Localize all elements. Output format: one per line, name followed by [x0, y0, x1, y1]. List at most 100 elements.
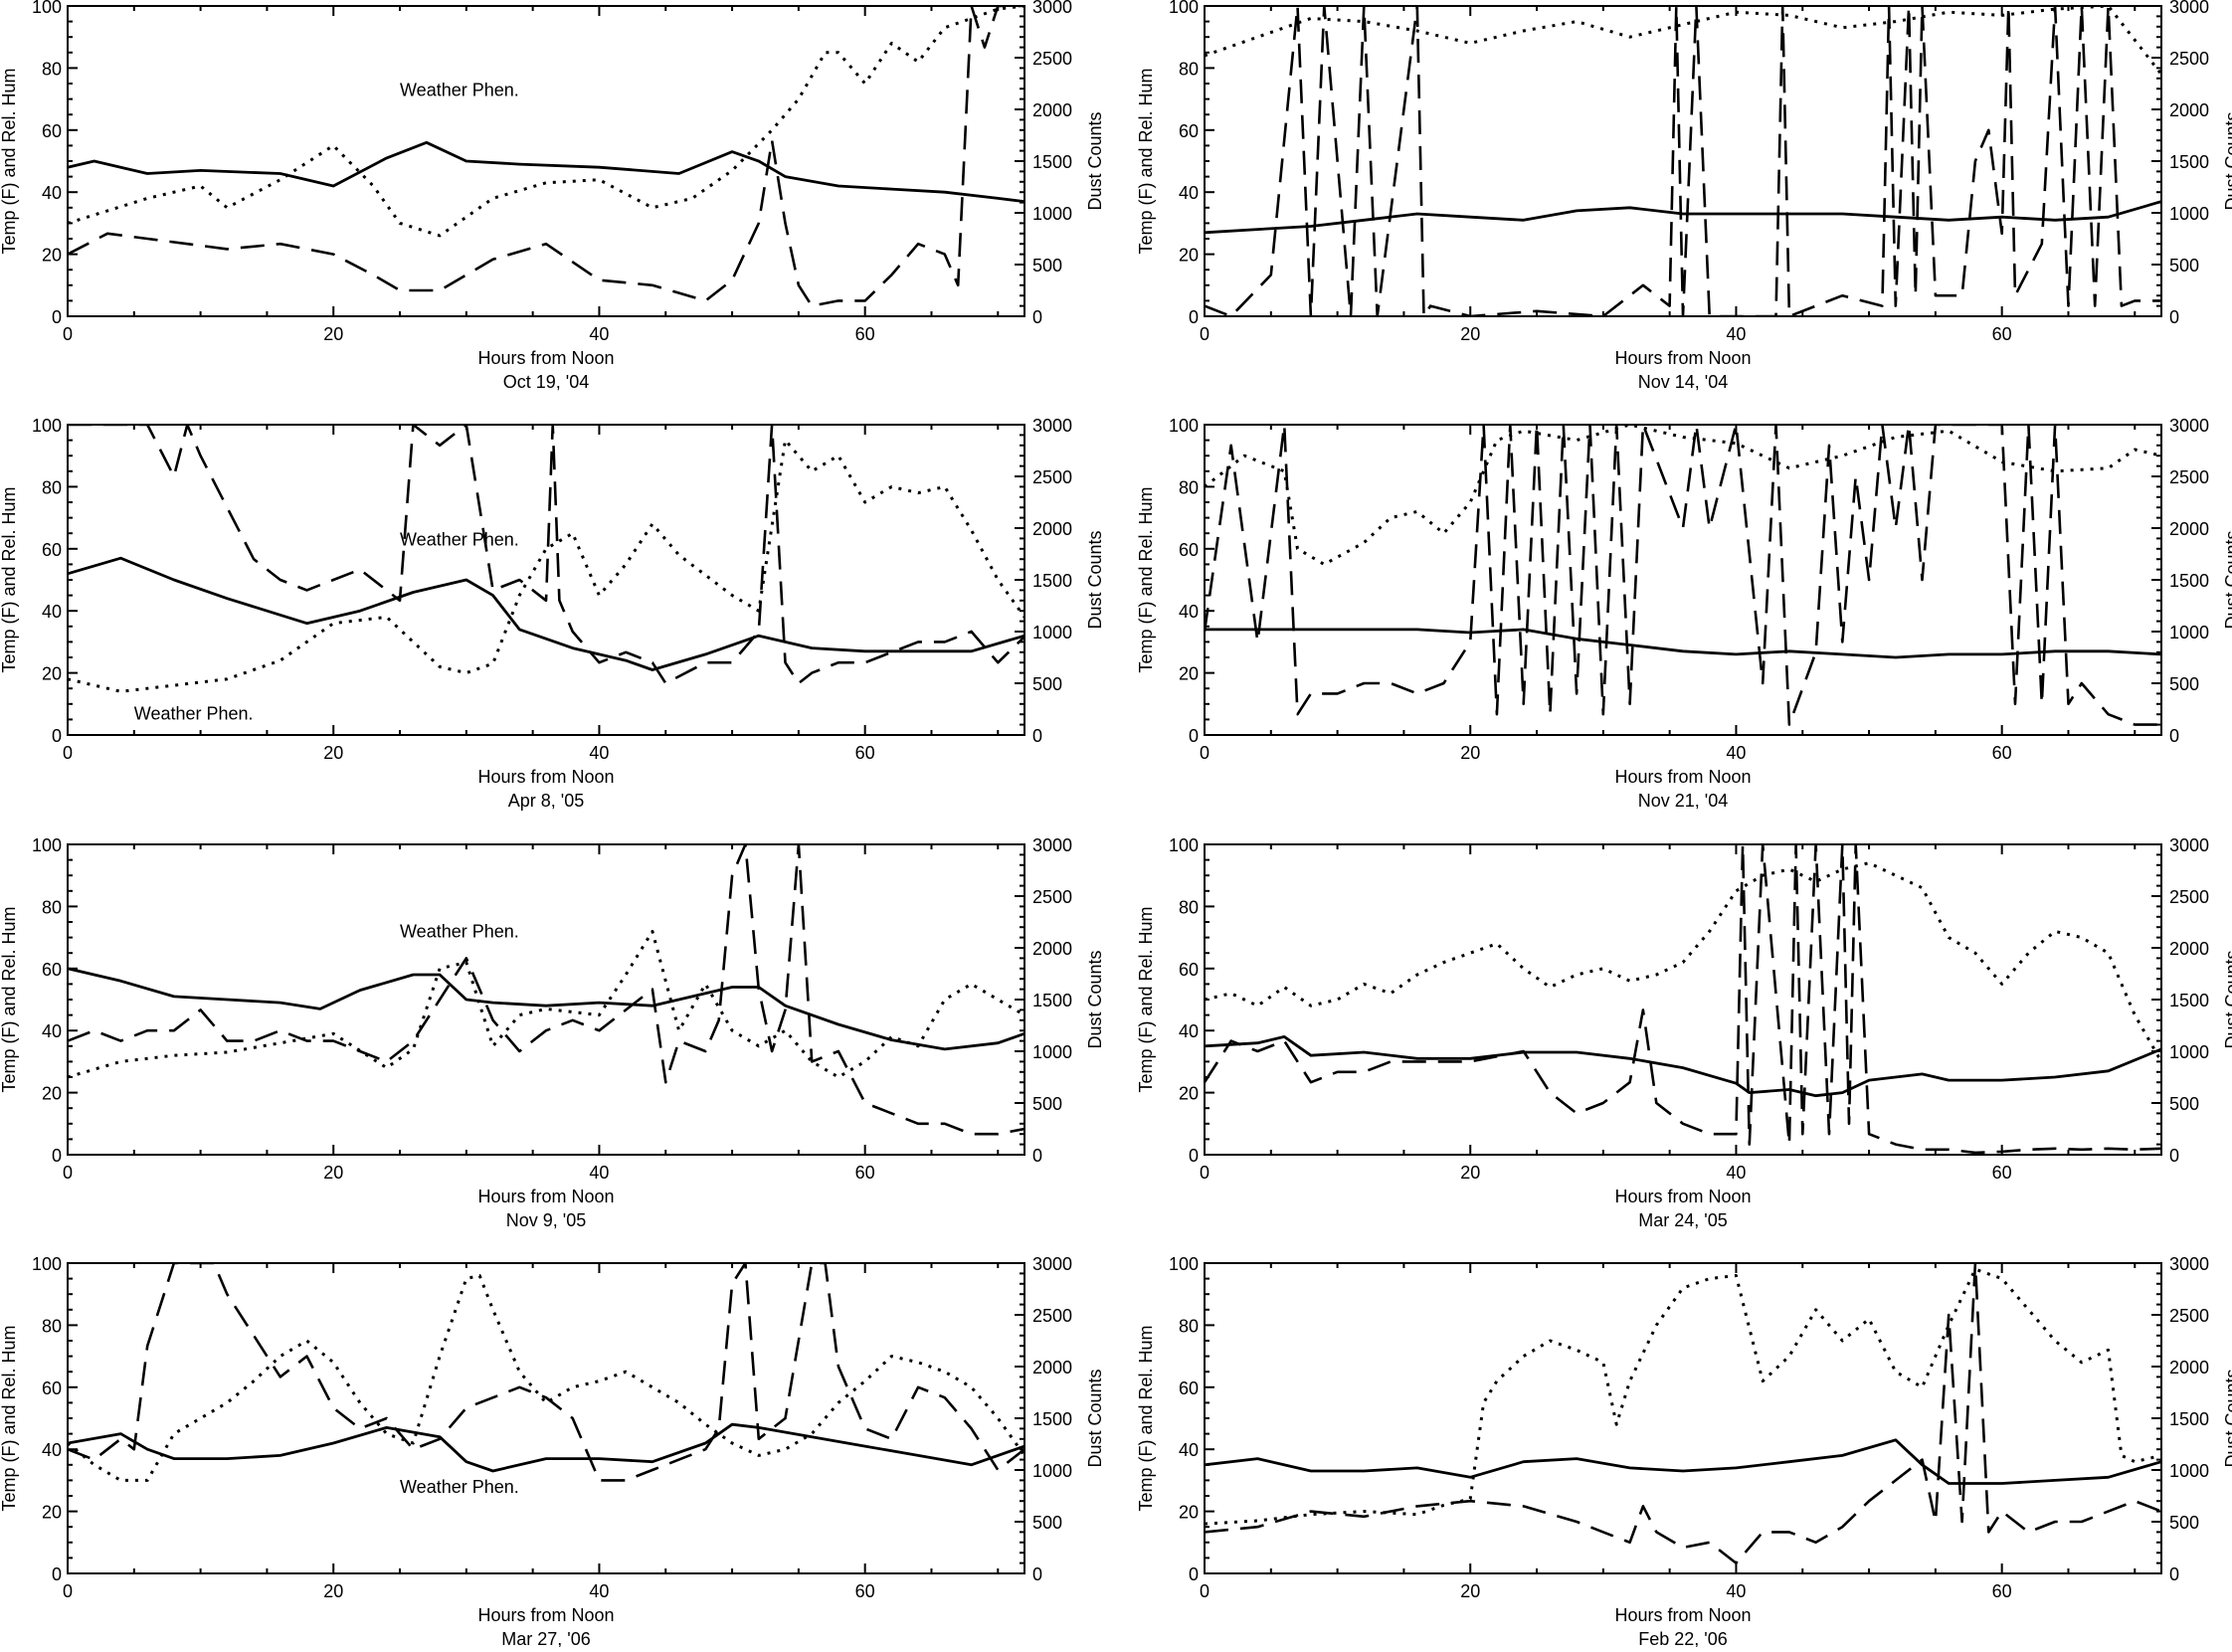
- y-left-tick-label: 0: [1189, 1564, 1199, 1584]
- y-left-tick-label: 80: [1179, 1316, 1199, 1336]
- y-right-tick-label: 1500: [2169, 991, 2209, 1010]
- y-right-tick-label: 2000: [2169, 100, 2209, 120]
- y-right-tick-label: 1500: [2169, 1409, 2209, 1429]
- y-left-tick-label: 80: [1179, 59, 1199, 79]
- x-tick-label: 60: [855, 743, 875, 763]
- y-right-tick-label: 2000: [2169, 1358, 2209, 1377]
- y-right-axis-label: Dust Counts: [1085, 1369, 1105, 1467]
- x-tick-label: 20: [1460, 324, 1480, 344]
- y-right-tick-label: 2500: [2169, 887, 2209, 907]
- x-tick-label: 40: [1726, 1581, 1746, 1601]
- x-tick-label: 40: [589, 324, 609, 344]
- series-relative-humidity-line: [68, 5, 1024, 238]
- y-right-tick-label: 2500: [2169, 49, 2209, 69]
- series-temperature-line: [1205, 200, 2161, 235]
- y-right-tick-label: 0: [1032, 1564, 1042, 1584]
- plot-frame: [67, 1262, 1025, 1574]
- y-left-axis-label: Temp (F) and Rel. Hum: [1136, 68, 1156, 254]
- y-left-tick-label: 0: [1189, 307, 1199, 327]
- y-right-tick-label: 1500: [1032, 152, 1072, 172]
- y-right-tick-label: 2000: [1032, 939, 1072, 959]
- x-tick-label: 40: [1726, 743, 1746, 763]
- y-left-tick-label: 20: [42, 1084, 62, 1104]
- x-tick-label: 0: [1200, 1581, 1209, 1601]
- y-right-tick-label: 0: [2169, 726, 2179, 746]
- y-left-tick-label: 20: [1179, 246, 1199, 266]
- series-temperature-line: [1205, 1438, 2161, 1485]
- y-right-tick-label: 1500: [1032, 1409, 1072, 1429]
- chart-panel: 0 20 40 60020406080100050010001500200025003…: [1136, 416, 2232, 811]
- x-tick-label: 20: [323, 324, 343, 344]
- y-left-tick-label: 80: [42, 477, 62, 497]
- panel-date-label: Nov 9, '05: [506, 1210, 586, 1230]
- y-right-tick-label: 1000: [2169, 204, 2209, 224]
- y-right-tick-label: 500: [2169, 674, 2199, 694]
- x-tick-label: 0: [1200, 1163, 1209, 1183]
- x-axis-label: Hours from Noon: [1614, 1187, 1751, 1206]
- y-right-tick-label: 3000: [2169, 835, 2209, 855]
- series-temperature-line: [1205, 628, 2161, 659]
- y-right-tick-label: 0: [2169, 1564, 2179, 1584]
- y-right-tick-label: 2000: [2169, 939, 2209, 959]
- y-right-tick-label: 1000: [1032, 1042, 1072, 1062]
- x-tick-label: 60: [1992, 1163, 2012, 1183]
- y-right-tick-label: 0: [1032, 726, 1042, 746]
- y-right-tick-label: 1500: [2169, 152, 2209, 172]
- y-left-tick-label: 40: [42, 1021, 62, 1041]
- y-right-tick-label: 1000: [2169, 1461, 2209, 1481]
- y-right-tick-label: 1500: [1032, 571, 1072, 591]
- y-right-tick-label: 500: [2169, 1513, 2199, 1533]
- y-left-axis-label: Temp (F) and Rel. Hum: [1136, 906, 1156, 1092]
- y-right-tick-label: 2500: [1032, 887, 1072, 907]
- y-left-tick-label: 100: [1169, 416, 1199, 436]
- y-right-tick-label: 0: [2169, 307, 2179, 327]
- x-axis-label: Hours from Noon: [477, 1187, 614, 1206]
- y-right-axis-label: Dust Counts: [1085, 950, 1105, 1048]
- y-right-tick-label: 3000: [1032, 0, 1072, 17]
- y-left-tick-label: 40: [1179, 1440, 1199, 1460]
- y-left-tick-label: 0: [1189, 1146, 1199, 1166]
- plot-frame: [67, 5, 1025, 317]
- y-left-tick-label: 60: [42, 960, 62, 980]
- x-tick-label: 0: [63, 324, 73, 344]
- panel-date-label: Feb 22, '06: [1638, 1629, 1728, 1647]
- series-dust-counts-line: [1205, 5, 2161, 317]
- y-right-tick-label: 2500: [1032, 467, 1072, 487]
- y-right-tick-label: 0: [1032, 307, 1042, 327]
- annotation-weather-phen: Weather Phen.: [134, 703, 254, 723]
- annotation-weather-phen: Weather Phen.: [400, 530, 519, 550]
- y-right-tick-label: 3000: [1032, 1254, 1072, 1274]
- x-tick-label: 20: [1460, 743, 1480, 763]
- y-left-tick-label: 0: [52, 1146, 62, 1166]
- series-temperature-line: [68, 967, 1024, 1051]
- series-relative-humidity-line: [1205, 5, 2161, 76]
- y-left-tick-label: 60: [42, 121, 62, 141]
- y-right-tick-label: 1000: [2169, 1042, 2209, 1062]
- y-right-axis-label: Dust Counts: [2222, 111, 2232, 210]
- y-left-tick-label: 80: [42, 897, 62, 917]
- annotation-weather-phen: Weather Phen.: [400, 80, 519, 99]
- plot-frame: [1204, 843, 2162, 1156]
- y-left-tick-label: 60: [1179, 121, 1199, 141]
- chart-panel: 0 20 40 60020406080100050010001500200025003…: [0, 835, 1105, 1230]
- y-left-tick-label: 100: [32, 0, 62, 17]
- y-right-tick-label: 500: [1032, 1094, 1062, 1114]
- chart-panel: 0 20 40 60020406080100050010001500200025003…: [1136, 1254, 2232, 1649]
- x-tick-label: 20: [323, 1163, 343, 1183]
- y-left-tick-label: 20: [1179, 664, 1199, 684]
- y-right-tick-label: 3000: [1032, 835, 1072, 855]
- y-right-axis-label: Dust Counts: [2222, 1369, 2232, 1467]
- x-tick-label: 60: [855, 1163, 875, 1183]
- series-relative-humidity-line: [1205, 1267, 2161, 1526]
- annotation-weather-phen: Weather Phen.: [400, 922, 519, 942]
- panel-date-label: Mar 27, '06: [501, 1629, 590, 1647]
- y-right-tick-label: 2500: [2169, 467, 2209, 487]
- plot-frame: [1204, 424, 2162, 736]
- x-tick-label: 20: [323, 743, 343, 763]
- y-left-tick-label: 40: [1179, 183, 1199, 203]
- y-left-tick-label: 100: [32, 835, 62, 855]
- x-axis-label: Hours from Noon: [1614, 767, 1751, 787]
- y-left-tick-label: 60: [42, 1378, 62, 1398]
- chart-panel: 0 20 40 60020406080100050010001500200025003…: [1136, 835, 2232, 1230]
